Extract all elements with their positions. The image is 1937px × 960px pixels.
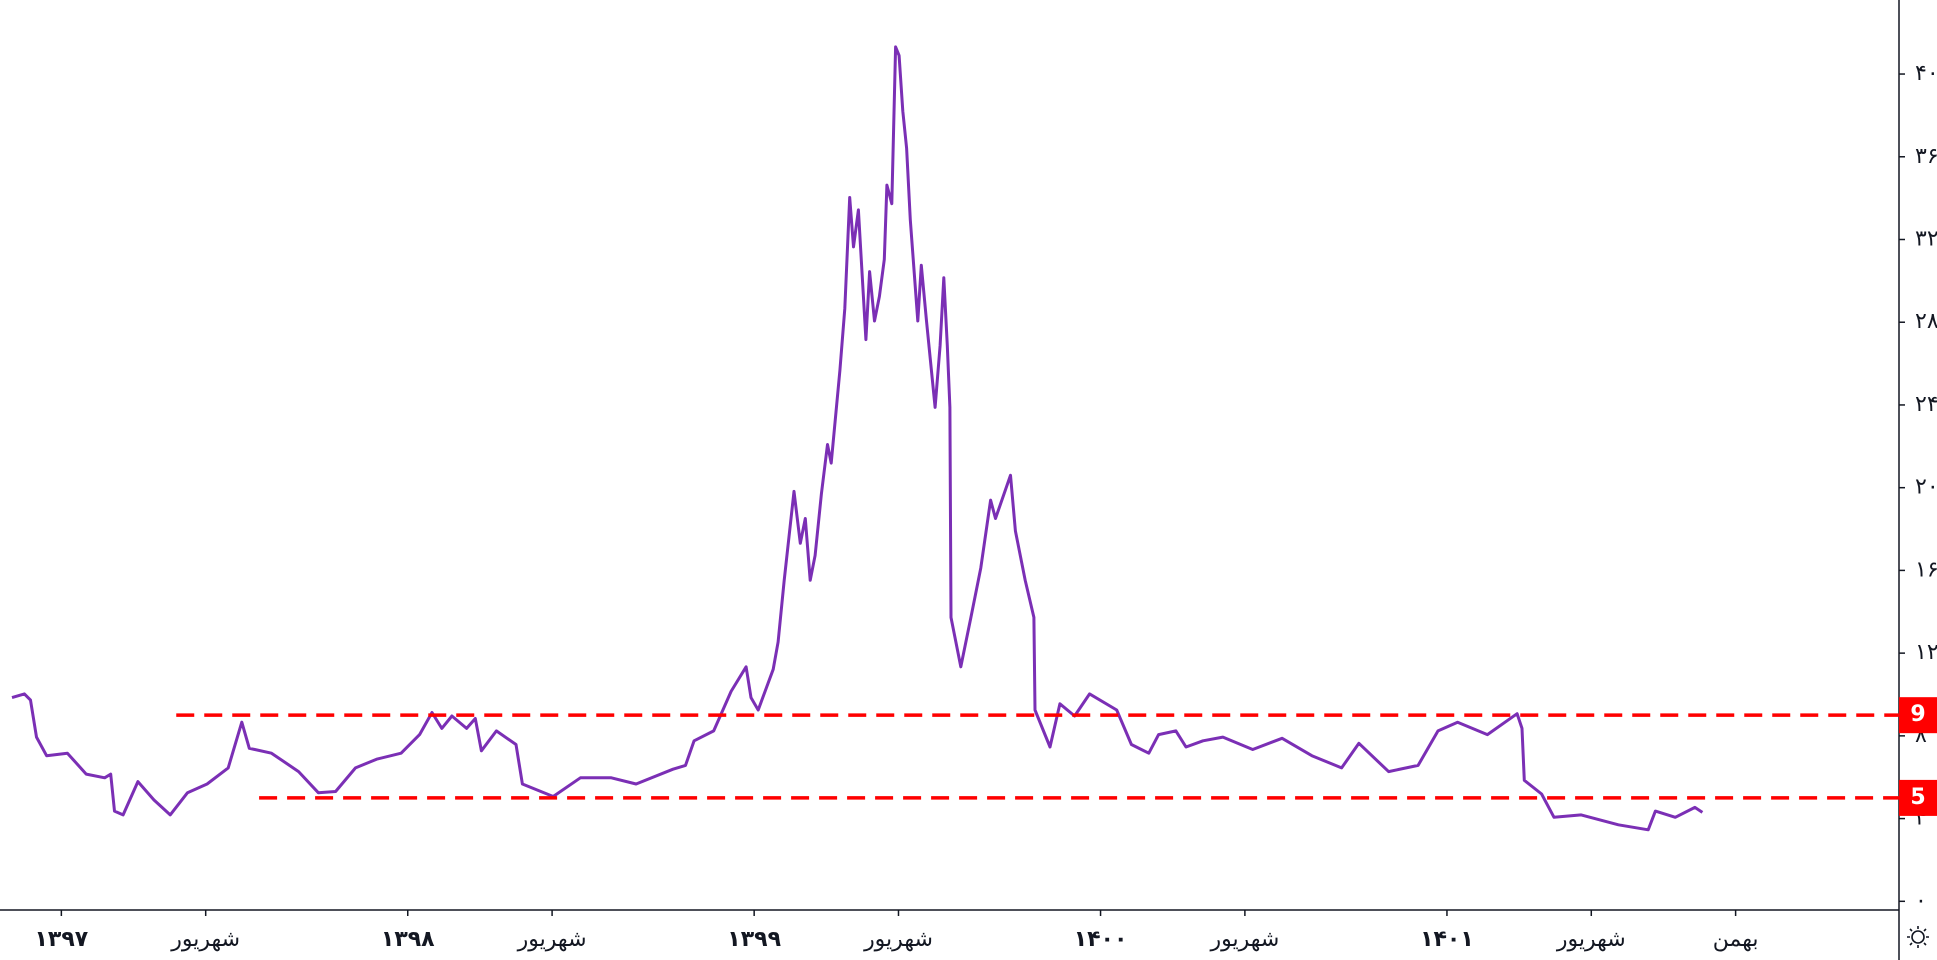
y-tick-label: ۳۲ — [1915, 226, 1937, 251]
y-tick-label: ۱۶ — [1915, 557, 1937, 582]
x-tick-label: ۱۳۹۹ — [727, 927, 781, 952]
y-tick-label: ۲۰ — [1915, 475, 1937, 500]
x-tick-label: ۱۴۰۰ — [1074, 927, 1128, 952]
level-label: 5 — [1910, 785, 1925, 810]
x-tick-label: شهریور — [1556, 927, 1626, 952]
x-tick-label: شهریور — [863, 927, 933, 952]
y-tick-label: ۴ — [1915, 806, 1927, 831]
y-tick-label: ۱۲ — [1915, 640, 1937, 665]
y-tick-label: ۰ — [1915, 888, 1927, 913]
y-tick-label: ۳۶ — [1915, 144, 1937, 169]
x-tick-label: ۱۴۰۱ — [1420, 927, 1474, 952]
settings-icon[interactable] — [1907, 926, 1929, 948]
x-tick-label: شهریور — [170, 927, 240, 952]
price-line — [11, 45, 1704, 832]
settings-icon-rays — [1907, 926, 1929, 948]
y-tick-label: ۲۴ — [1915, 392, 1937, 417]
level-label-box — [1899, 779, 1937, 816]
level-label: 9 — [1910, 702, 1925, 727]
level-label-box — [1899, 697, 1937, 734]
x-tick-label: بهمن — [1713, 927, 1759, 952]
y-tick-label: ۴۰ — [1915, 61, 1937, 86]
x-tick-label: شهریور — [1209, 927, 1279, 952]
x-tick-label: ۱۳۹۸ — [381, 927, 435, 952]
settings-icon-ring — [1911, 930, 1925, 944]
y-tick-label: ۲۸ — [1915, 309, 1937, 334]
x-tick-label: شهریور — [517, 927, 587, 952]
x-tick-label: ۱۳۹۷ — [35, 927, 89, 952]
